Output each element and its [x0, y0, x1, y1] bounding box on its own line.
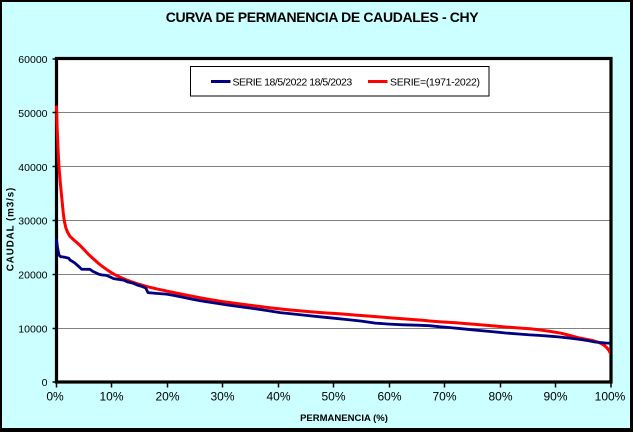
- svg-text:40%: 40%: [266, 390, 290, 404]
- svg-text:60%: 60%: [377, 390, 401, 404]
- svg-text:CAUDAL (m3/s): CAUDAL (m3/s): [6, 187, 17, 271]
- svg-text:20000: 20000: [18, 270, 47, 282]
- svg-text:10%: 10%: [99, 390, 123, 404]
- svg-text:30000: 30000: [18, 216, 47, 228]
- svg-text:70%: 70%: [432, 390, 456, 404]
- svg-text:PERMANENCIA (%): PERMANENCIA (%): [300, 413, 388, 424]
- svg-text:50%: 50%: [321, 390, 345, 404]
- svg-text:CURVA DE PERMANENCIA DE CAUDAL: CURVA DE PERMANENCIA DE CAUDALES - CHY: [166, 9, 480, 25]
- svg-text:0%: 0%: [46, 390, 64, 404]
- svg-text:40000: 40000: [18, 162, 47, 174]
- svg-text:50000: 50000: [18, 108, 47, 120]
- svg-text:0: 0: [42, 377, 48, 389]
- svg-text:20%: 20%: [155, 390, 179, 404]
- svg-text:90%: 90%: [543, 390, 567, 404]
- svg-text:80%: 80%: [488, 390, 512, 404]
- svg-text:100%: 100%: [595, 390, 626, 404]
- svg-text:30%: 30%: [210, 390, 234, 404]
- svg-text:SERIE=(1971-2022): SERIE=(1971-2022): [390, 77, 480, 89]
- svg-text:10000: 10000: [18, 323, 47, 335]
- svg-text:60000: 60000: [18, 54, 47, 66]
- svg-text:SERIE 18/5/2022 18/5/2023: SERIE 18/5/2022 18/5/2023: [233, 77, 353, 89]
